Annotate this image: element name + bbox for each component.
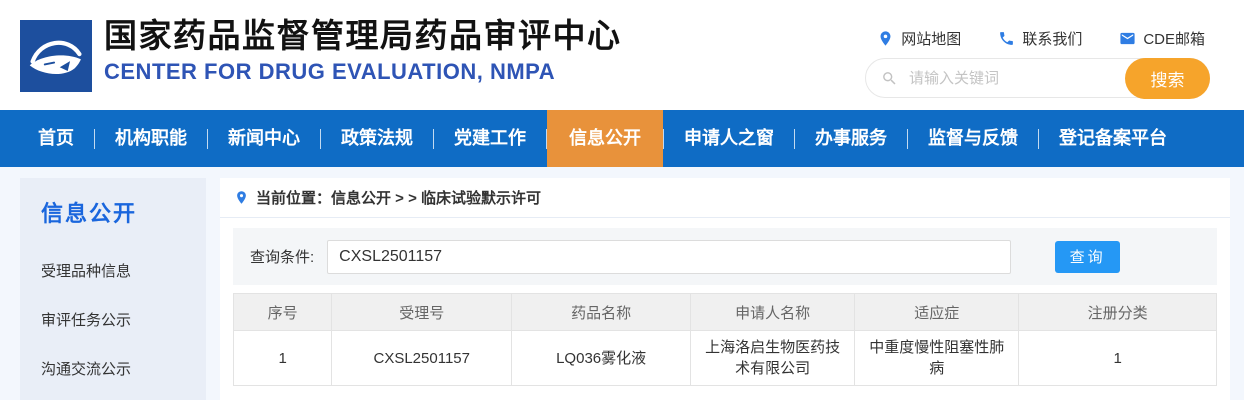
table-cell-2: LQ036雾化液 (511, 330, 692, 386)
sidebar-title: 信息公开 (41, 201, 138, 226)
quick-link-label: 联系我们 (1022, 31, 1083, 48)
table-header-3: 申请人名称 (690, 293, 856, 331)
query-button[interactable]: 查询 (1055, 240, 1121, 273)
table-cell-5: 1 (1018, 330, 1217, 386)
query-panel: 查询条件: 查询 (233, 228, 1217, 285)
mail-icon (1119, 30, 1136, 47)
table-header-4: 适应症 (854, 293, 1020, 331)
nav-separator (663, 128, 664, 149)
nav-item-services[interactable]: 办事服务 (815, 128, 887, 148)
nav-separator (94, 128, 95, 149)
main-panel: 当前位置：信息公开 > > 临床试验默示许可 查询条件: 查询 序号受理号药品名… (220, 178, 1230, 400)
table-header-5: 注册分类 (1018, 293, 1217, 331)
nav-item-registration-platform[interactable]: 登记备案平台 (1059, 128, 1167, 148)
content-area: 信息公开 受理品种信息 审评任务公示 沟通交流公示 当前位置：信息公开 > > 临床… (0, 167, 1244, 400)
search-button[interactable]: 搜索 (1125, 58, 1210, 99)
quick-link-label: 网站地图 (901, 31, 962, 48)
location-pin-icon (234, 190, 249, 205)
site-header: 国家药品监督管理局药品审评中心 CENTER FOR DRUG EVALUATI… (0, 0, 1244, 110)
main-nav: 首页 机构职能 新闻中心 政策法规 党建工作 信息公开 申请人之窗 办事服务 监督与反馈 登记备案… (0, 110, 1244, 167)
query-label: 查询条件: (250, 249, 315, 266)
header-search-bar: 搜索 (865, 58, 1210, 99)
nav-item-org-functions[interactable]: 机构职能 (115, 128, 187, 148)
search-input[interactable] (907, 68, 1119, 88)
quick-link-contact[interactable]: 联系我们 (998, 28, 1082, 49)
table-header-0: 序号 (232, 293, 333, 331)
breadcrumb: 当前位置：信息公开 > > 临床试验默示许可 (220, 178, 1230, 218)
nav-item-party-building[interactable]: 党建工作 (454, 128, 526, 148)
sidebar-item-0[interactable]: 受理品种信息 (41, 263, 132, 280)
nav-item-news-center[interactable]: 新闻中心 (228, 128, 300, 148)
table-row: 1 CXSL2501157 LQ036雾化液 上海洛启生物医药技术有限公司 中重度慢性阻… (232, 330, 1217, 386)
phone-icon (998, 30, 1015, 47)
quick-link-label: CDE邮箱 (1143, 31, 1205, 48)
quick-link-sitemap[interactable]: 网站地图 (877, 28, 961, 49)
nav-separator (1038, 128, 1039, 149)
sidebar-item-2[interactable]: 沟通交流公示 (41, 361, 132, 378)
table-header-row: 序号 受理号 药品名称 申请人名称 适应症 注册分类 (232, 293, 1217, 331)
table-cell-0: 1 (232, 330, 333, 386)
site-subtitle: CENTER FOR DRUG EVALUATION, NMPA (104, 59, 556, 84)
breadcrumb-text: 当前位置：信息公开 > > 临床试验默示许可 (256, 190, 542, 207)
table-cell-3: 上海洛启生物医药技术有限公司 (690, 330, 856, 386)
nav-item-applicant-window[interactable]: 申请人之窗 (684, 128, 774, 148)
results-table: 序号 受理号 药品名称 申请人名称 适应症 注册分类 1 CXSL2501157 LQ036雾… (232, 293, 1217, 386)
query-input[interactable] (327, 239, 1012, 274)
fish-swoosh-icon (29, 40, 82, 74)
nav-separator (320, 128, 321, 149)
nav-item-info-disclosure[interactable]: 信息公开 (547, 110, 663, 167)
nav-separator (546, 128, 547, 149)
nav-item-supervision-feedback[interactable]: 监督与反馈 (928, 128, 1018, 148)
sidebar-item-1[interactable]: 审评任务公示 (41, 312, 132, 329)
quick-links: 网站地图 联系我们 CDE邮箱 (877, 28, 1205, 49)
table-cell-4: 中重度慢性阻塞性肺病 (854, 330, 1020, 386)
table-header-2: 药品名称 (511, 293, 692, 331)
nav-separator (207, 128, 208, 149)
sidebar-list: 受理品种信息 审评任务公示 沟通交流公示 (41, 260, 206, 379)
table-header-1: 受理号 (331, 293, 513, 331)
table-body: 1 CXSL2501157 LQ036雾化液 上海洛启生物医药技术有限公司 中重度慢性阻… (232, 330, 1217, 386)
table-cell-1: CXSL2501157 (331, 330, 513, 386)
title-block: 国家药品监督管理局药品审评中心 CENTER FOR DRUG EVALUATI… (104, 14, 622, 84)
sidebar: 信息公开 受理品种信息 审评任务公示 沟通交流公示 (20, 178, 206, 400)
nav-item-policies[interactable]: 政策法规 (341, 128, 413, 148)
quick-link-cde-mail[interactable]: CDE邮箱 (1119, 28, 1205, 49)
site-title: 国家药品监督管理局药品审评中心 (104, 17, 622, 54)
nav-item-home[interactable]: 首页 (38, 128, 74, 148)
nav-separator (433, 128, 434, 149)
nav-separator (794, 128, 795, 149)
nav-separator (907, 128, 908, 149)
location-pin-icon (877, 30, 894, 47)
search-icon (866, 70, 898, 87)
cde-logo[interactable] (20, 20, 92, 92)
